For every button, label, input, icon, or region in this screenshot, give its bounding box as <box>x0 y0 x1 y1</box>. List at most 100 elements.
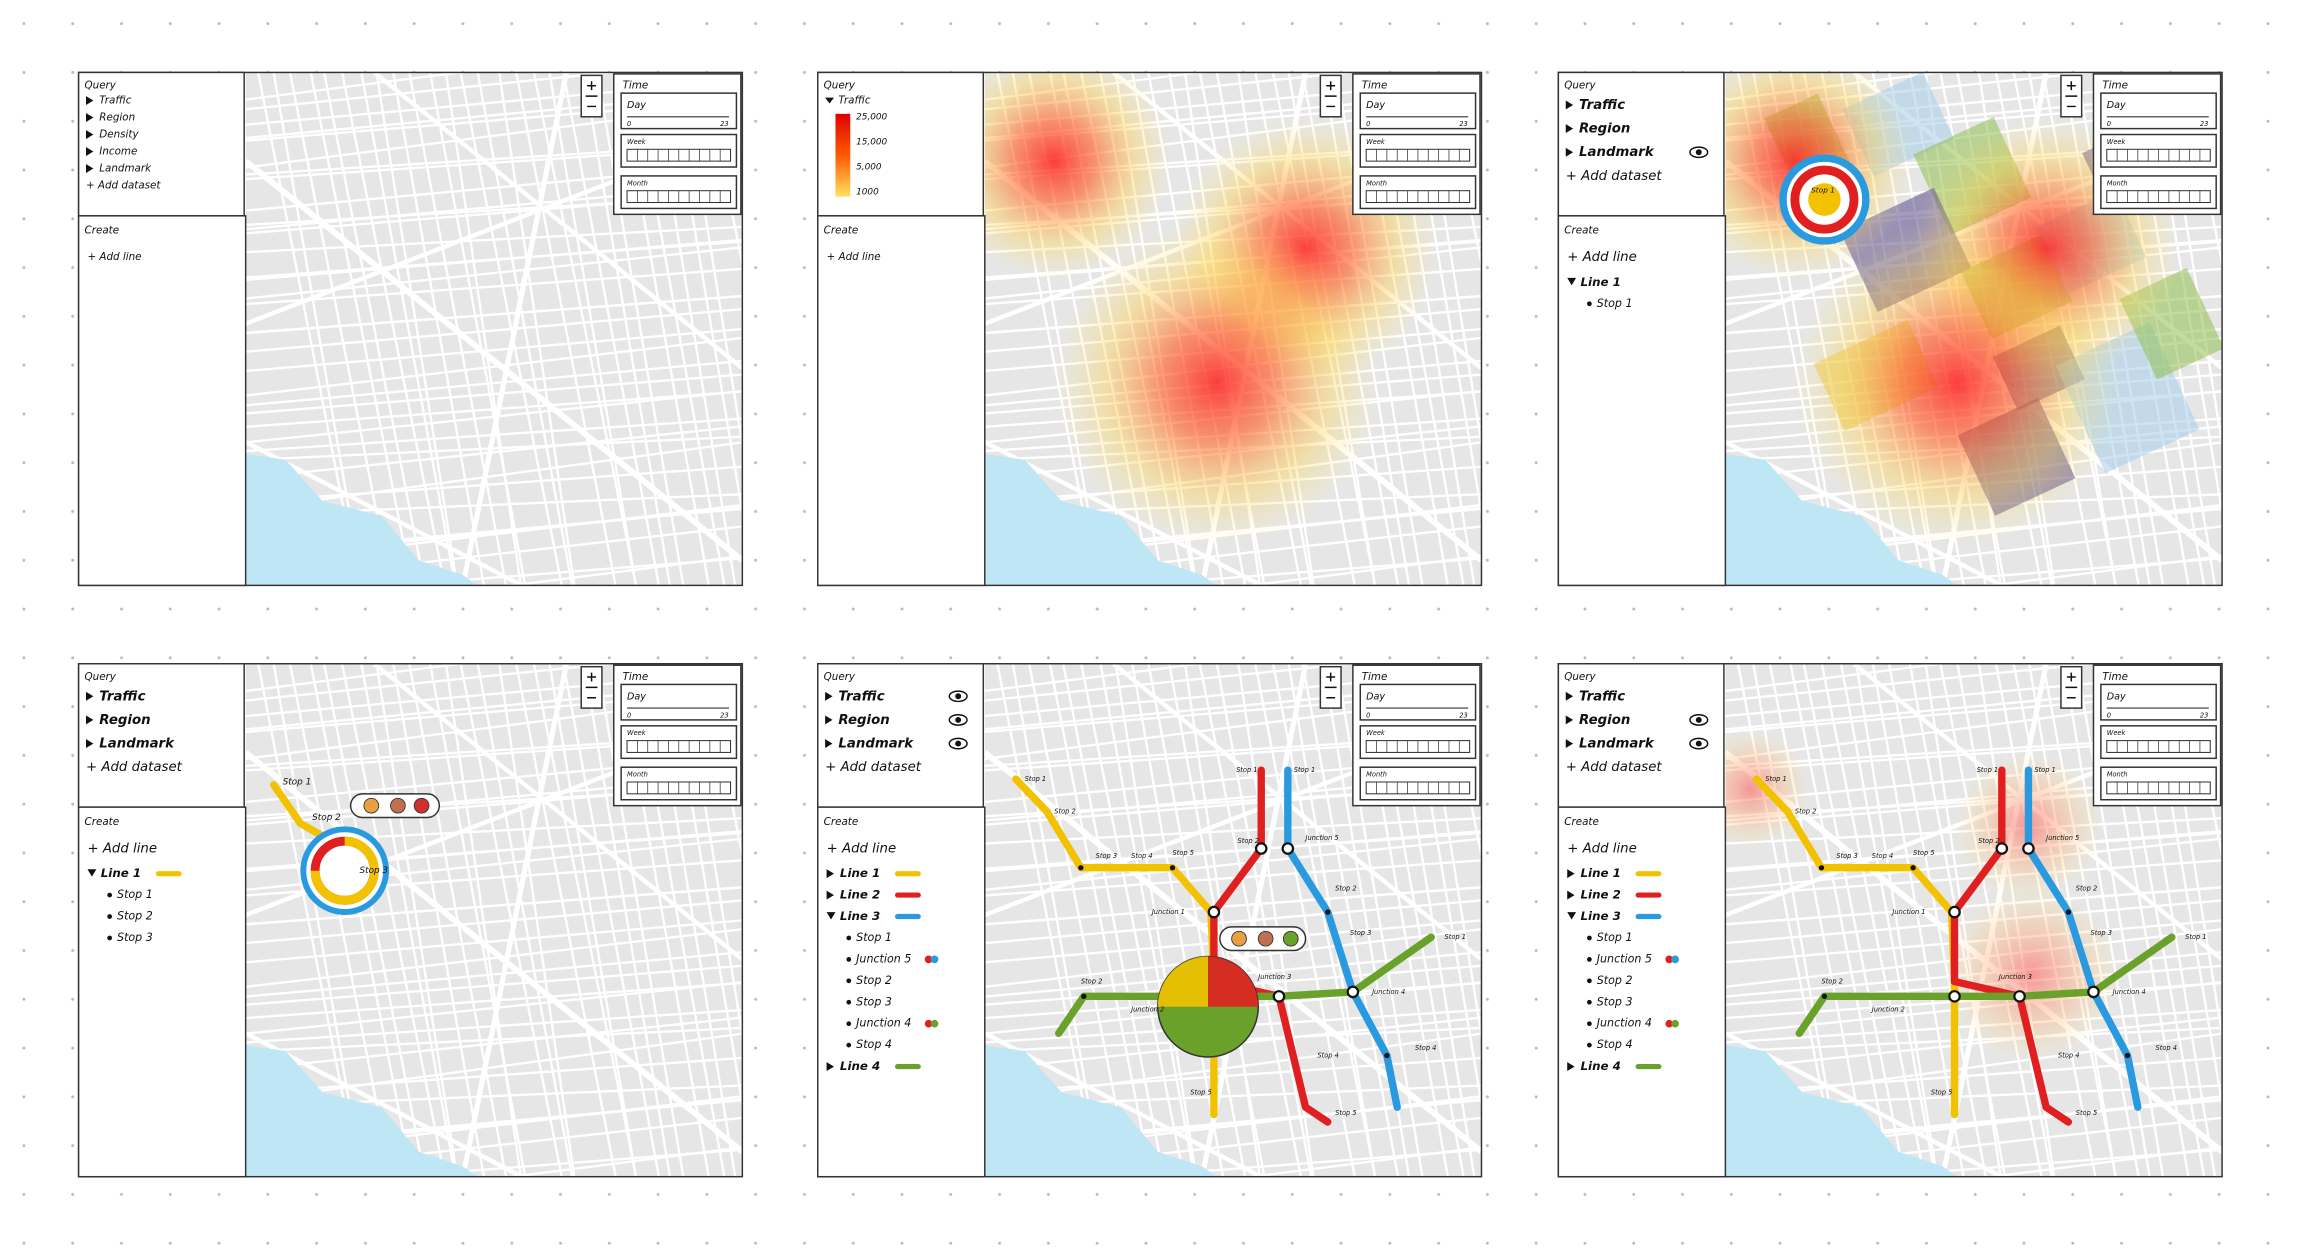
add-dataset[interactable]: + Add dataset <box>1566 760 1663 775</box>
query-item[interactable]: Landmark <box>99 163 152 175</box>
expand-arrow[interactable] <box>86 96 94 105</box>
chart-icon[interactable] <box>1231 930 1247 947</box>
zoom-in[interactable] <box>585 81 598 108</box>
expand-arrow[interactable] <box>825 715 833 725</box>
line-item[interactable]: Line 2 <box>840 888 880 902</box>
add-dataset[interactable]: + Add dataset <box>86 760 183 775</box>
line-item[interactable]: Line 1 <box>101 866 141 880</box>
line-item[interactable]: Line 1 <box>1581 866 1621 880</box>
expand-arrow[interactable] <box>87 869 97 877</box>
add-dataset[interactable]: + Add dataset <box>825 760 922 775</box>
expand-arrow[interactable] <box>1565 691 1574 701</box>
day-box[interactable] <box>1359 92 1477 130</box>
stop-item[interactable]: Stop 4 <box>1597 1038 1633 1051</box>
chart-icon[interactable] <box>1257 930 1274 947</box>
chart-icon[interactable] <box>1282 930 1299 947</box>
eye-icon[interactable] <box>948 713 968 726</box>
expand-arrow[interactable] <box>1565 100 1574 110</box>
stop-item[interactable]: Stop 1 <box>117 888 153 901</box>
stop-item[interactable]: Stop 1 <box>856 931 892 944</box>
expand-arrow[interactable] <box>86 739 94 748</box>
query-item[interactable]: Traffic <box>838 95 870 107</box>
query-item[interactable]: Traffic <box>1579 98 1625 113</box>
query-item[interactable]: Landmark <box>99 737 175 752</box>
query-item[interactable]: Income <box>99 146 137 158</box>
stop-item[interactable]: Stop 4 <box>856 1038 892 1051</box>
expand-arrow[interactable] <box>1567 890 1575 900</box>
add-line[interactable]: + Add line <box>827 251 881 263</box>
expand-arrow[interactable] <box>86 130 94 139</box>
line-item[interactable]: Line 2 <box>1581 888 1621 902</box>
stop-item[interactable]: Junction 5 <box>854 952 911 965</box>
chart-icon[interactable] <box>390 797 406 814</box>
stop-item[interactable]: Stop 3 <box>117 931 153 944</box>
query-item[interactable]: Region <box>1579 122 1630 137</box>
eye-icon[interactable] <box>1689 713 1709 726</box>
add-dataset[interactable]: + Add dataset <box>1566 169 1663 184</box>
expand-arrow[interactable] <box>826 1062 834 1071</box>
zoom-in[interactable] <box>1324 672 1337 699</box>
zoom-in[interactable] <box>2065 672 2078 699</box>
eye-icon[interactable] <box>948 737 968 750</box>
stop-item[interactable]: Junction 4 <box>854 1017 911 1030</box>
add-line[interactable]: + Add line <box>87 842 157 857</box>
query-item[interactable]: Traffic <box>838 689 884 704</box>
expand-arrow[interactable] <box>1565 124 1574 134</box>
expand-arrow[interactable] <box>1565 739 1574 748</box>
expand-arrow[interactable] <box>1567 277 1577 286</box>
expand-arrow[interactable] <box>825 691 833 701</box>
day-box[interactable] <box>1359 683 1477 721</box>
stop-item[interactable]: Stop 1 <box>1597 297 1633 310</box>
query-item[interactable]: Traffic <box>1579 689 1625 704</box>
expand-arrow[interactable] <box>825 97 834 104</box>
day-box[interactable] <box>2100 683 2217 721</box>
query-item[interactable]: Landmark <box>838 737 914 752</box>
expand-arrow[interactable] <box>86 715 94 725</box>
query-item[interactable]: Traffic <box>99 95 131 107</box>
day-box[interactable] <box>620 92 738 130</box>
line-item[interactable]: Line 1 <box>1581 275 1621 289</box>
expand-arrow[interactable] <box>826 890 834 900</box>
expand-arrow[interactable] <box>825 739 833 748</box>
stop-item[interactable]: Stop 3 <box>1597 995 1633 1008</box>
query-item[interactable]: Density <box>99 129 139 141</box>
stop-item[interactable]: Stop 2 <box>856 974 892 987</box>
expand-arrow[interactable] <box>1567 912 1577 920</box>
line-item[interactable]: Line 3 <box>1581 909 1621 923</box>
chart-icon[interactable] <box>363 797 380 814</box>
stop-item[interactable]: Stop 1 <box>1597 931 1633 944</box>
zoom-in[interactable] <box>585 672 598 699</box>
query-item[interactable]: Region <box>1579 713 1630 728</box>
day-box[interactable] <box>620 683 738 721</box>
add-line[interactable]: + Add line <box>1567 842 1637 857</box>
expand-arrow[interactable] <box>1567 869 1575 879</box>
stop-item[interactable]: Stop 2 <box>1597 974 1633 987</box>
eye-icon[interactable] <box>948 690 968 703</box>
add-line[interactable]: + Add line <box>1567 250 1637 265</box>
query-item[interactable]: Traffic <box>99 689 145 704</box>
add-dataset[interactable]: + Add dataset <box>86 180 161 192</box>
line-item[interactable]: Line 1 <box>840 866 880 880</box>
line-item[interactable]: Line 3 <box>840 909 880 923</box>
stop-item[interactable]: Junction 5 <box>1595 952 1652 965</box>
expand-arrow[interactable] <box>86 113 94 122</box>
expand-arrow[interactable] <box>1565 715 1574 725</box>
line-item[interactable]: Line 4 <box>840 1059 880 1073</box>
query-item[interactable]: Region <box>99 112 135 124</box>
expand-arrow[interactable] <box>826 912 836 920</box>
chart-icon[interactable] <box>413 797 430 814</box>
add-line[interactable]: + Add line <box>827 842 897 857</box>
query-item[interactable]: Region <box>838 713 889 728</box>
stop-item[interactable]: Stop 3 <box>856 995 892 1008</box>
expand-arrow[interactable] <box>1565 147 1574 157</box>
expand-arrow[interactable] <box>826 869 834 879</box>
stop-item[interactable]: Junction 4 <box>1595 1017 1652 1030</box>
stop-item[interactable]: Stop 2 <box>117 910 153 923</box>
expand-arrow[interactable] <box>86 147 94 156</box>
query-item[interactable]: Landmark <box>1579 737 1655 752</box>
expand-arrow[interactable] <box>86 691 94 701</box>
expand-arrow[interactable] <box>86 164 94 173</box>
line-item[interactable]: Line 4 <box>1581 1059 1621 1073</box>
eye-icon[interactable] <box>1689 146 1709 159</box>
zoom-in[interactable] <box>2065 81 2078 108</box>
